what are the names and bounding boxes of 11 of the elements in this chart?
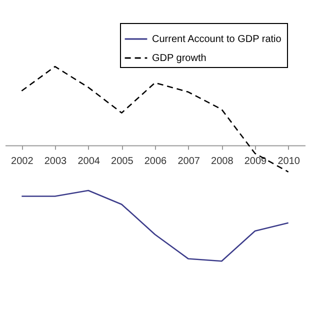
x-tick-label: 2004	[78, 156, 100, 167]
x-tick-label: 2003	[44, 156, 68, 167]
x-tick-label: 2006	[144, 156, 168, 167]
legend-label: GDP growth	[152, 53, 206, 64]
x-tick-label: 2002	[11, 156, 34, 167]
x-tick-label: 2010	[278, 156, 300, 167]
legend-label: Current Account to GDP ratio	[152, 34, 282, 45]
x-tick-label: 2007	[178, 156, 200, 167]
x-tick-label: 2005	[111, 156, 134, 167]
x-tick-label: 2008	[211, 156, 234, 167]
x-tick-label: 2009	[244, 156, 268, 167]
